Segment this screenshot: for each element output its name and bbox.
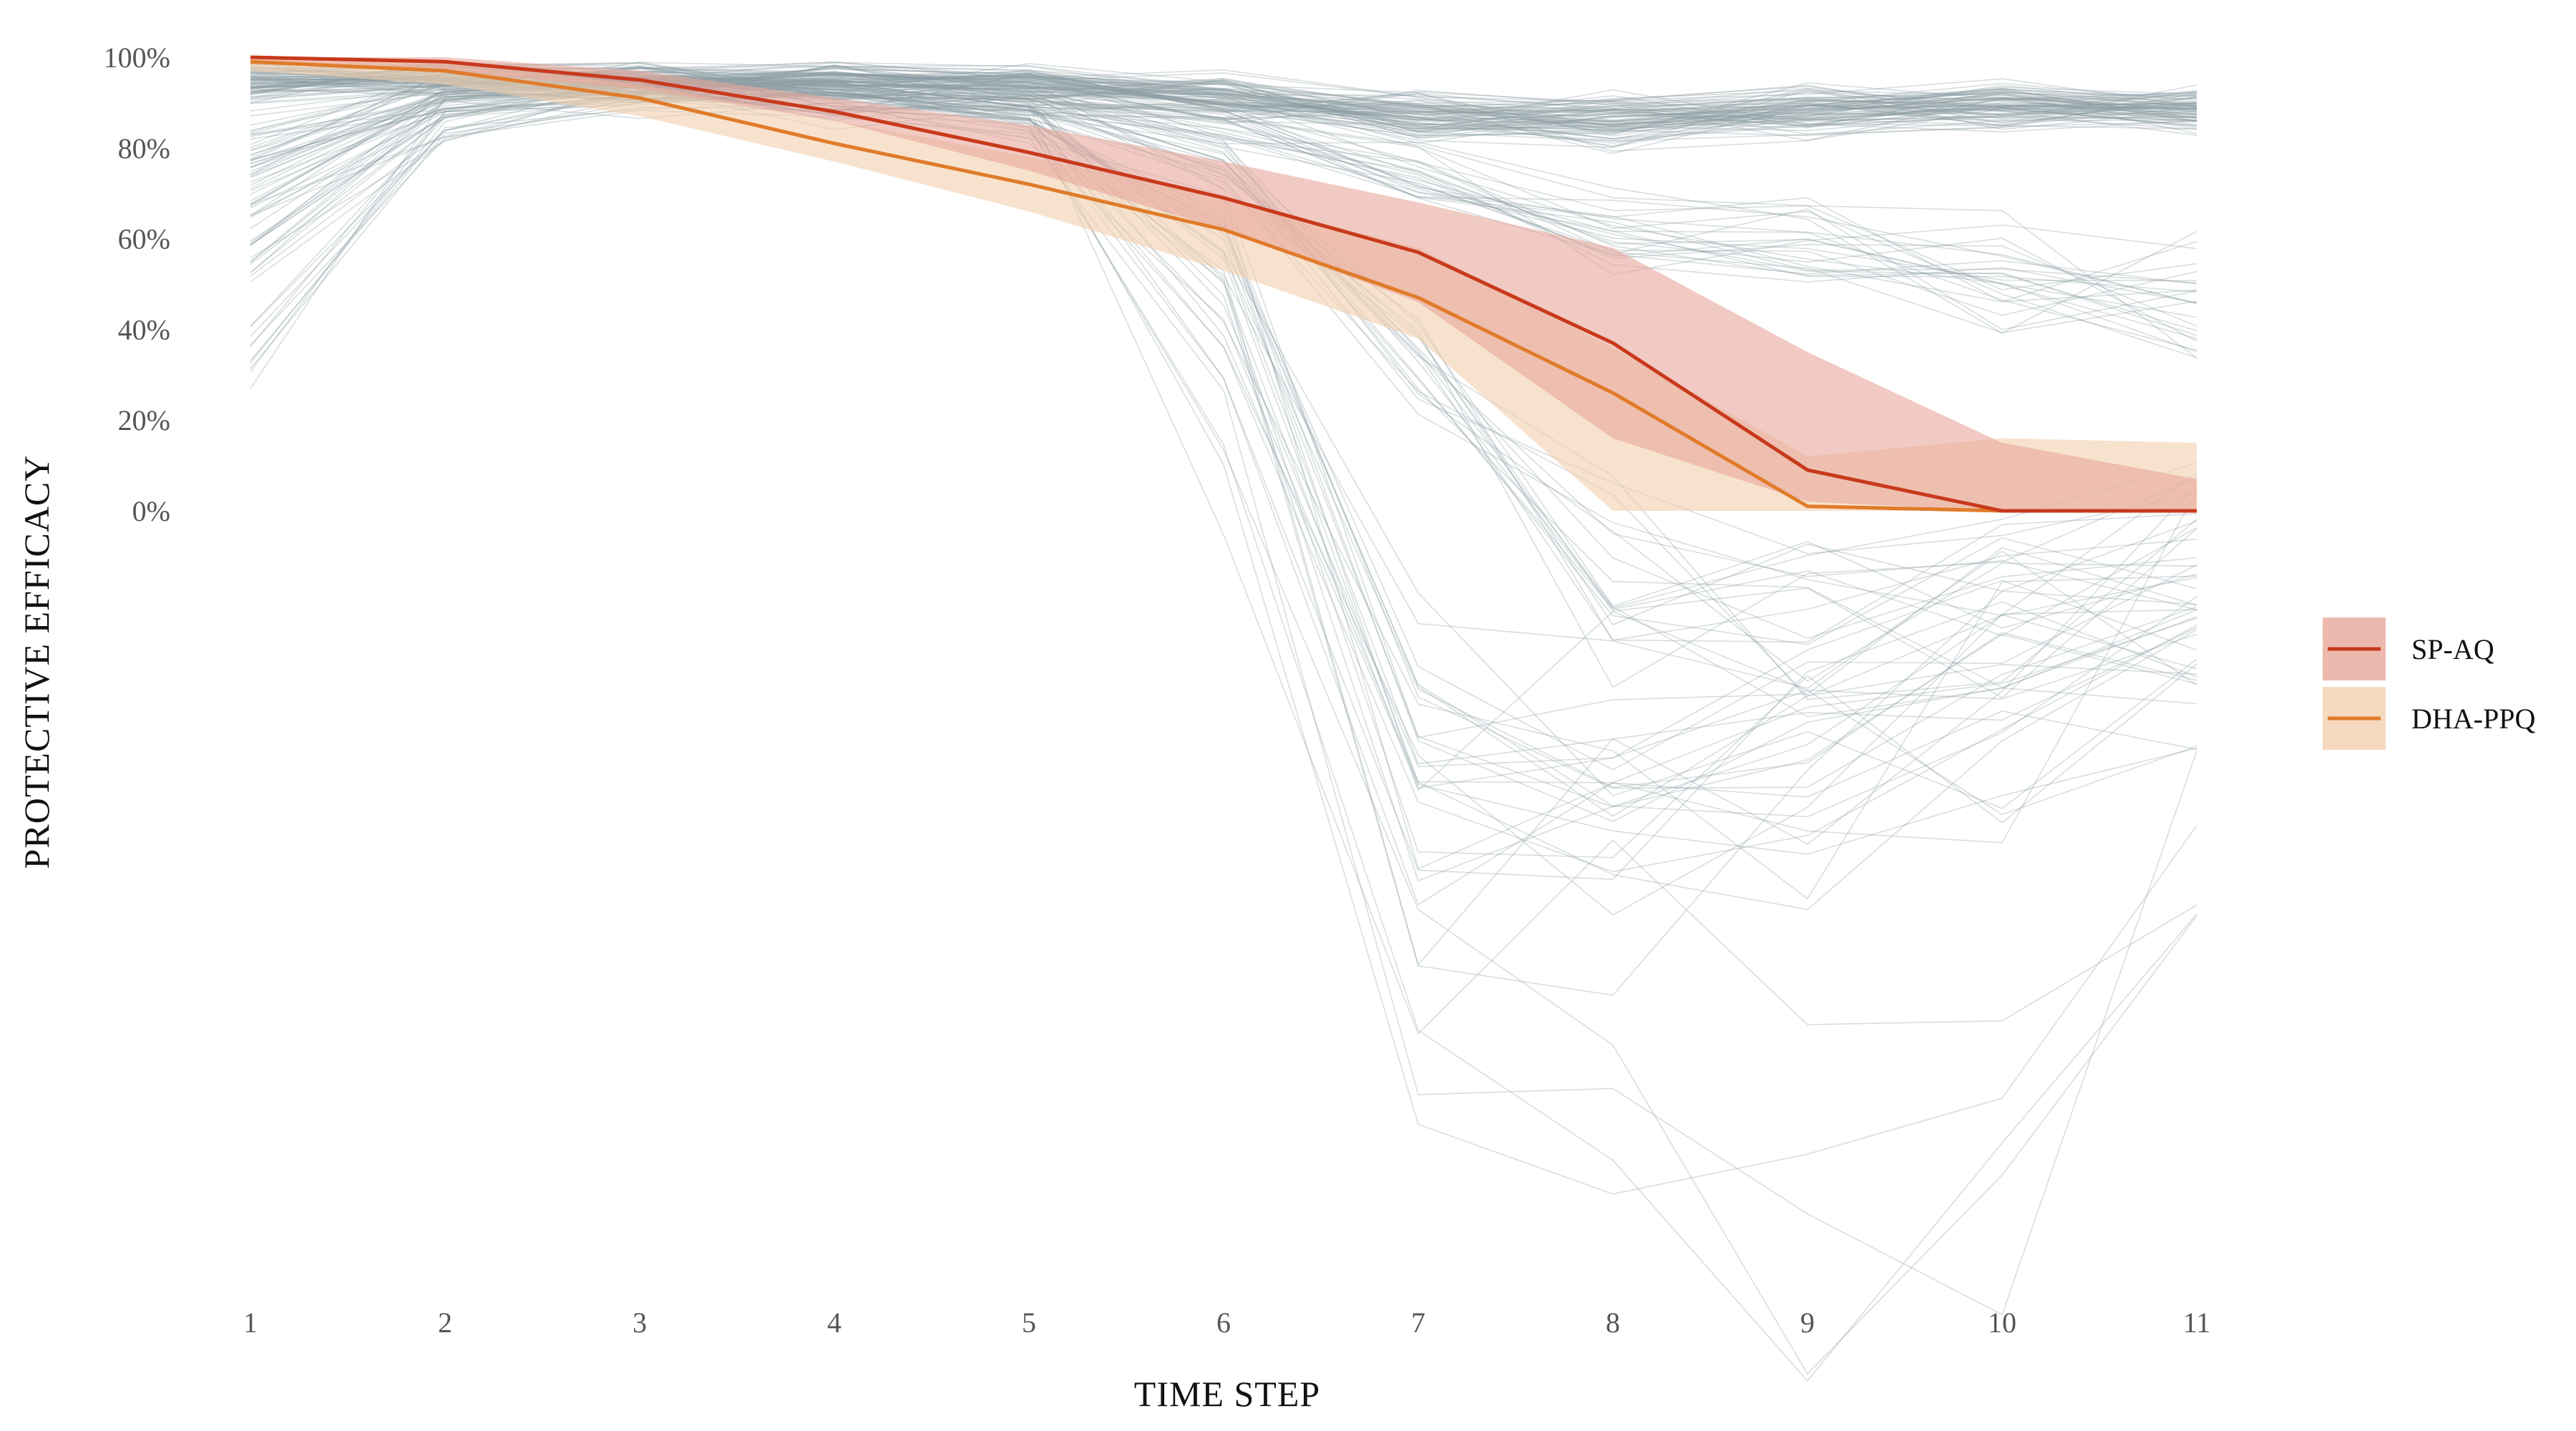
background-trace-130: [250, 109, 2197, 816]
y-axis-ticks: 0% 20% 40% 60% 80% 100%: [104, 41, 170, 527]
x-tick-label: 1: [243, 1307, 258, 1339]
confidence-bands: [250, 57, 2197, 511]
x-tick-label: 10: [1988, 1307, 2016, 1339]
series-line-sp-aq: [250, 55, 2197, 513]
background-trace-42: [250, 62, 2197, 130]
legend-label-dha-ppq: DHA-PPQ: [2411, 703, 2535, 735]
x-tick-label: 3: [633, 1307, 647, 1339]
legend-label-sp-aq: SP-AQ: [2411, 633, 2494, 665]
series-line-dha-ppq: [250, 59, 2197, 513]
background-trace-62: [250, 62, 2197, 145]
background-trace-146: [250, 89, 2197, 855]
y-tick-label: 100%: [104, 41, 170, 74]
y-tick-label: 80%: [118, 132, 170, 165]
background-trace-44: [250, 62, 2197, 139]
y-tick-label: 40%: [118, 313, 170, 346]
background-trace-147: [250, 102, 2197, 911]
background-trace-20: [250, 62, 2197, 126]
y-axis-title: PROTECTIVE EFFICACY: [16, 455, 57, 869]
x-tick-label: 2: [438, 1307, 452, 1339]
x-axis-ticks: 1 2 3 4 5 6 7 8 9 10 11: [243, 1307, 2210, 1339]
x-axis-title: TIME STEP: [1134, 1374, 1320, 1414]
x-tick-label: 9: [1800, 1307, 1815, 1339]
y-tick-label: 20%: [118, 404, 170, 436]
band-sp-aq: [250, 57, 2197, 511]
x-tick-label: 5: [1022, 1307, 1036, 1339]
legend: SP-AQ DHA-PPQ: [2321, 616, 2535, 751]
series-lines: [250, 55, 2197, 513]
x-tick-label: 4: [827, 1307, 841, 1339]
y-tick-label: 60%: [118, 223, 170, 255]
x-tick-label: 7: [1411, 1307, 1425, 1339]
y-tick-label: 0%: [132, 495, 170, 527]
x-tick-label: 6: [1216, 1307, 1231, 1339]
background-trace-145: [250, 93, 2197, 873]
background-trace-144: [250, 94, 2197, 900]
x-tick-label: 11: [2183, 1307, 2211, 1339]
background-trace-152: [250, 104, 2197, 768]
x-tick-label: 8: [1606, 1307, 1620, 1339]
